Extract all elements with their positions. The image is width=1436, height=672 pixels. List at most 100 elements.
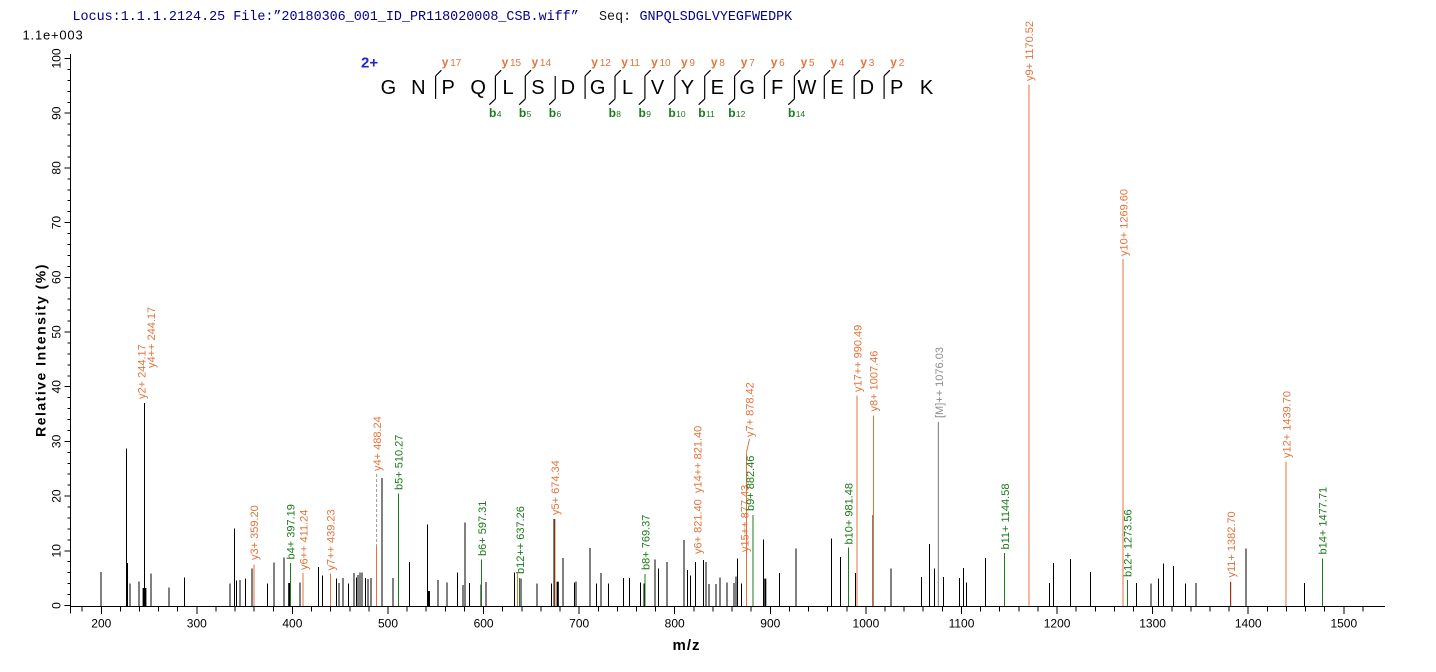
svg-text:1400: 1400 [1235, 616, 1262, 630]
svg-text:80: 80 [50, 161, 64, 175]
svg-text:W: W [798, 77, 817, 99]
svg-text:Q: Q [470, 77, 486, 99]
svg-text:y: y [711, 55, 718, 69]
svg-text:[M]++ 1076.03: [M]++ 1076.03 [934, 347, 946, 418]
svg-text:8: 8 [616, 109, 621, 119]
svg-text:400: 400 [282, 616, 302, 630]
svg-text:y12+ 1439.70: y12+ 1439.70 [1281, 391, 1293, 458]
svg-text:50: 50 [50, 325, 64, 339]
svg-text:7: 7 [749, 58, 755, 69]
svg-text:1000: 1000 [853, 616, 880, 630]
svg-text:b5+ 510.27: b5+ 510.27 [394, 435, 406, 490]
svg-text:2+: 2+ [361, 55, 378, 72]
svg-text:60: 60 [50, 270, 64, 284]
svg-text:Seq:: Seq: [599, 10, 631, 25]
svg-text:b12++ 637.26: b12++ 637.26 [515, 506, 527, 574]
svg-text:8: 8 [719, 58, 725, 69]
svg-text:y: y [831, 55, 838, 69]
svg-text:y: y [741, 55, 748, 69]
svg-text:10: 10 [660, 58, 672, 69]
svg-text:V: V [651, 77, 665, 99]
svg-text:Relative Intensity (%): Relative Intensity (%) [33, 263, 49, 437]
svg-text:P: P [442, 77, 455, 99]
svg-text:70: 70 [50, 216, 64, 230]
svg-text:700: 700 [569, 616, 589, 630]
svg-text:Y: Y [681, 77, 694, 99]
svg-text:N: N [411, 77, 425, 99]
svg-text:100: 100 [50, 48, 64, 68]
svg-text:y14++ 821.40: y14++ 821.40 [692, 426, 704, 493]
svg-text:G: G [381, 77, 397, 99]
svg-text:y: y [771, 55, 778, 69]
svg-text:5: 5 [527, 109, 532, 119]
svg-text:y4+ 488.24: y4+ 488.24 [372, 416, 384, 471]
svg-text:11: 11 [706, 109, 715, 119]
svg-text:y6++ 411.24: y6++ 411.24 [299, 510, 311, 570]
svg-text:4: 4 [497, 109, 502, 119]
svg-text:9: 9 [646, 109, 651, 119]
svg-text:y: y [502, 55, 509, 69]
svg-text:L: L [622, 77, 633, 99]
svg-text:800: 800 [665, 616, 685, 630]
svg-text:y7++ 439.23: y7++ 439.23 [326, 509, 338, 570]
svg-text:b10+ 981.48: b10+ 981.48 [844, 483, 856, 544]
svg-text:y7+ 878.42: y7+ 878.42 [745, 382, 757, 437]
svg-text:y8+ 1007.46: y8+ 1007.46 [869, 351, 881, 412]
svg-text:S: S [531, 77, 544, 99]
svg-text:K: K [920, 77, 934, 99]
svg-text:15: 15 [510, 58, 522, 69]
svg-text:14: 14 [796, 109, 806, 119]
svg-text:G: G [590, 77, 606, 99]
svg-text:6: 6 [557, 109, 562, 119]
svg-text:90: 90 [50, 106, 64, 120]
svg-text:12: 12 [600, 58, 612, 69]
svg-text:y: y [651, 55, 658, 69]
svg-text:500: 500 [378, 616, 398, 630]
svg-text:b12+ 1273.56: b12+ 1273.56 [1123, 509, 1135, 577]
svg-text:E: E [830, 77, 843, 99]
svg-text:30: 30 [50, 434, 64, 448]
svg-text:9: 9 [689, 58, 695, 69]
svg-text:P: P [890, 77, 903, 99]
svg-text:y: y [890, 55, 897, 69]
svg-text:300: 300 [187, 616, 207, 630]
svg-text:10: 10 [50, 544, 64, 558]
svg-text:G: G [739, 77, 755, 99]
svg-text:b4+ 397.19: b4+ 397.19 [286, 504, 298, 559]
svg-text:m/z: m/z [673, 637, 701, 654]
svg-text:b: b [728, 106, 735, 120]
svg-text:D: D [561, 77, 575, 99]
svg-text:b11+ 1144.58: b11+ 1144.58 [1000, 484, 1012, 550]
svg-text:3: 3 [869, 58, 875, 69]
svg-text:b: b [609, 106, 616, 120]
svg-text:GNPQLSDGLVYEGFWEDPK: GNPQLSDGLVYEGFWEDPK [640, 10, 794, 25]
svg-text:y17++ 990.49: y17++ 990.49 [852, 325, 864, 392]
svg-text:17: 17 [450, 58, 462, 69]
svg-text:5: 5 [809, 58, 815, 69]
svg-text:1500: 1500 [1330, 616, 1357, 630]
svg-text:y4++ 244.17: y4++ 244.17 [146, 307, 158, 368]
svg-text:2: 2 [899, 58, 905, 69]
svg-text:6: 6 [779, 58, 785, 69]
svg-text:y11+ 1382.70: y11+ 1382.70 [1226, 511, 1238, 577]
svg-text:1300: 1300 [1139, 616, 1166, 630]
svg-text:10: 10 [676, 109, 686, 119]
svg-text:y2+ 244.17: y2+ 244.17 [137, 344, 149, 399]
svg-text:D: D [860, 77, 874, 99]
svg-text:900: 900 [760, 616, 780, 630]
svg-text:L: L [502, 77, 513, 99]
svg-text:0: 0 [50, 602, 64, 609]
svg-text:14: 14 [540, 58, 552, 69]
svg-text:y15++ 877.43: y15++ 877.43 [740, 485, 752, 552]
svg-text:200: 200 [91, 616, 111, 630]
svg-text:E: E [711, 77, 724, 99]
svg-text:b8+ 769.37: b8+ 769.37 [641, 515, 653, 570]
svg-text:600: 600 [474, 616, 494, 630]
svg-text:b: b [549, 106, 556, 120]
svg-text:b: b [668, 106, 675, 120]
svg-text:4: 4 [839, 58, 845, 69]
svg-text:y: y [532, 55, 539, 69]
svg-text:y: y [801, 55, 808, 69]
svg-text:y: y [681, 55, 688, 69]
svg-text:y3+ 359.20: y3+ 359.20 [249, 505, 261, 560]
